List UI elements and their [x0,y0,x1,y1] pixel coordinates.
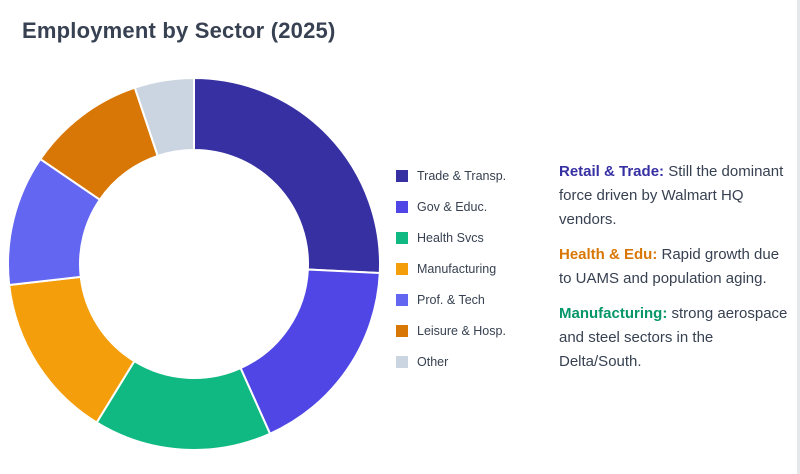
legend-swatch [396,324,408,337]
legend-item[interactable]: Trade & Transp. [396,160,546,191]
legend-swatch [396,262,408,275]
legend-swatch [396,355,408,368]
note-heading: Retail & Trade: [559,163,665,180]
legend-swatch [396,231,408,244]
note-retail-trade: Retail & Trade: Still the dominant force… [559,160,794,232]
legend-label: Gov & Educ. [417,199,488,214]
legend-label: Prof. & Tech [417,292,485,307]
legend-item[interactable]: Health Svcs [396,222,546,253]
note-heading: Manufacturing: [559,305,668,322]
legend-label: Trade & Transp. [417,168,507,183]
chart-legend: Trade & Transp. Gov & Educ. Health Svcs … [396,160,546,377]
legend-item[interactable]: Leisure & Hosp. [396,315,546,346]
legend-item[interactable]: Gov & Educ. [396,191,546,222]
card-edge [797,0,800,474]
legend-label: Health Svcs [417,230,484,245]
donut-slice-other[interactable] [133,76,195,158]
legend-item[interactable]: Prof. & Tech [396,284,546,315]
legend-swatch [396,200,408,213]
legend-label: Other [417,354,449,369]
note-text: Rapid growth due to UAMS and population … [559,246,780,287]
note-heading: Health & Edu: [559,246,658,263]
legend-item[interactable]: Manufacturing [396,253,546,284]
donut-chart [7,76,381,451]
legend-swatch [396,293,408,306]
chart-title: Employment by Sector (2025) [22,18,336,43]
note-text: strong aerospace and steel sectors in th… [559,305,788,370]
note-text: Still the dominant force driven by Walma… [559,163,784,228]
donut-slice-trade-transp[interactable] [193,76,381,275]
insight-notes: Retail & Trade: Still the dominant force… [559,160,794,385]
legend-label: Manufacturing [417,261,497,276]
donut-slice-gov-educ[interactable] [239,268,381,436]
note-health-edu: Health & Edu: Rapid growth due to UAMS a… [559,243,794,291]
legend-swatch [396,169,408,182]
legend-label: Leisure & Hosp. [417,323,506,338]
note-manufacturing: Manufacturing: strong aerospace and stee… [559,302,794,374]
legend-item[interactable]: Other [396,346,546,377]
